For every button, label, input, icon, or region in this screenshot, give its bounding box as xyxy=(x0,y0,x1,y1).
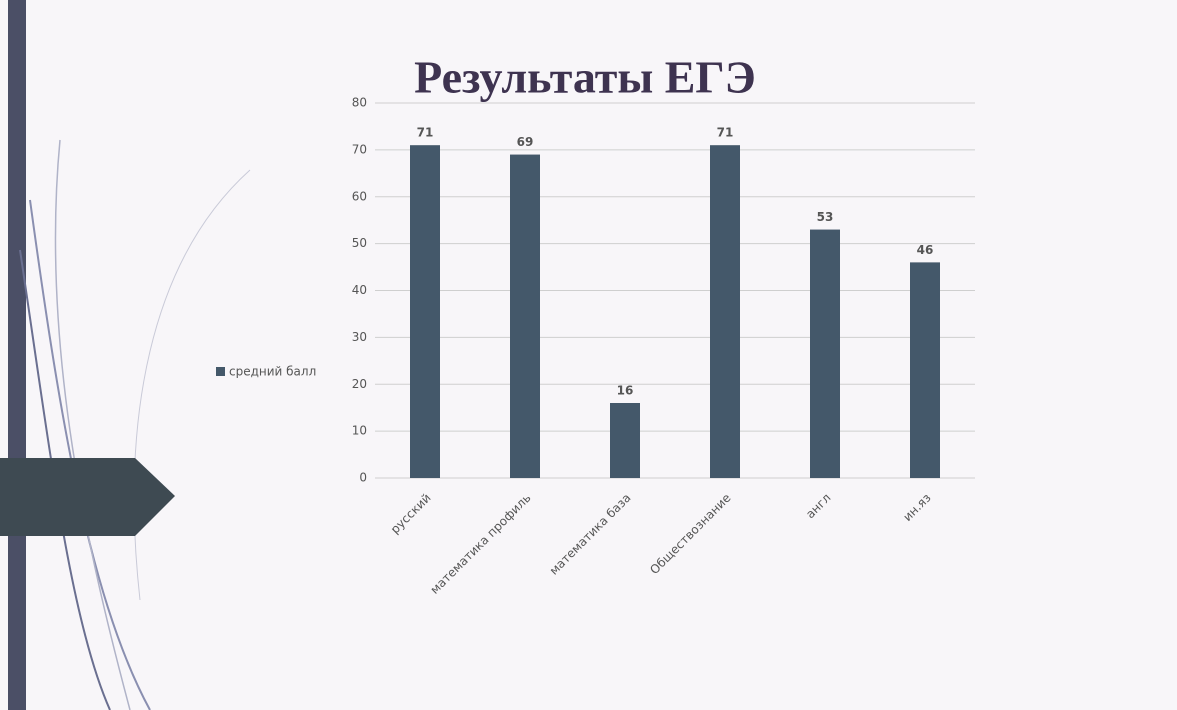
bar xyxy=(410,145,440,478)
arrow-shape xyxy=(0,458,175,536)
bar xyxy=(910,262,940,478)
value-label: 69 xyxy=(517,135,534,149)
chart-title: Результаты ЕГЭ xyxy=(414,52,756,103)
value-label: 53 xyxy=(817,210,834,224)
value-label: 71 xyxy=(717,126,734,140)
y-tick-label: 30 xyxy=(352,330,367,344)
y-tick-label: 40 xyxy=(352,283,367,297)
legend-label: средний балл xyxy=(229,365,316,379)
bar xyxy=(610,403,640,478)
y-tick-label: 80 xyxy=(352,96,367,110)
left-stripe xyxy=(8,0,26,710)
bar xyxy=(510,154,540,478)
y-tick-label: 70 xyxy=(352,142,367,156)
y-tick-label: 20 xyxy=(352,377,367,391)
decor-curve xyxy=(54,139,131,710)
bar xyxy=(810,229,840,478)
y-tick-label: 50 xyxy=(352,236,367,250)
y-tick-label: 10 xyxy=(352,424,367,438)
value-label: 71 xyxy=(417,126,434,140)
value-label: 46 xyxy=(917,243,934,257)
y-tick-label: 60 xyxy=(352,189,367,203)
y-tick-label: 0 xyxy=(359,471,367,485)
legend-swatch xyxy=(216,367,225,376)
value-label: 16 xyxy=(617,384,634,398)
bar xyxy=(710,145,740,478)
